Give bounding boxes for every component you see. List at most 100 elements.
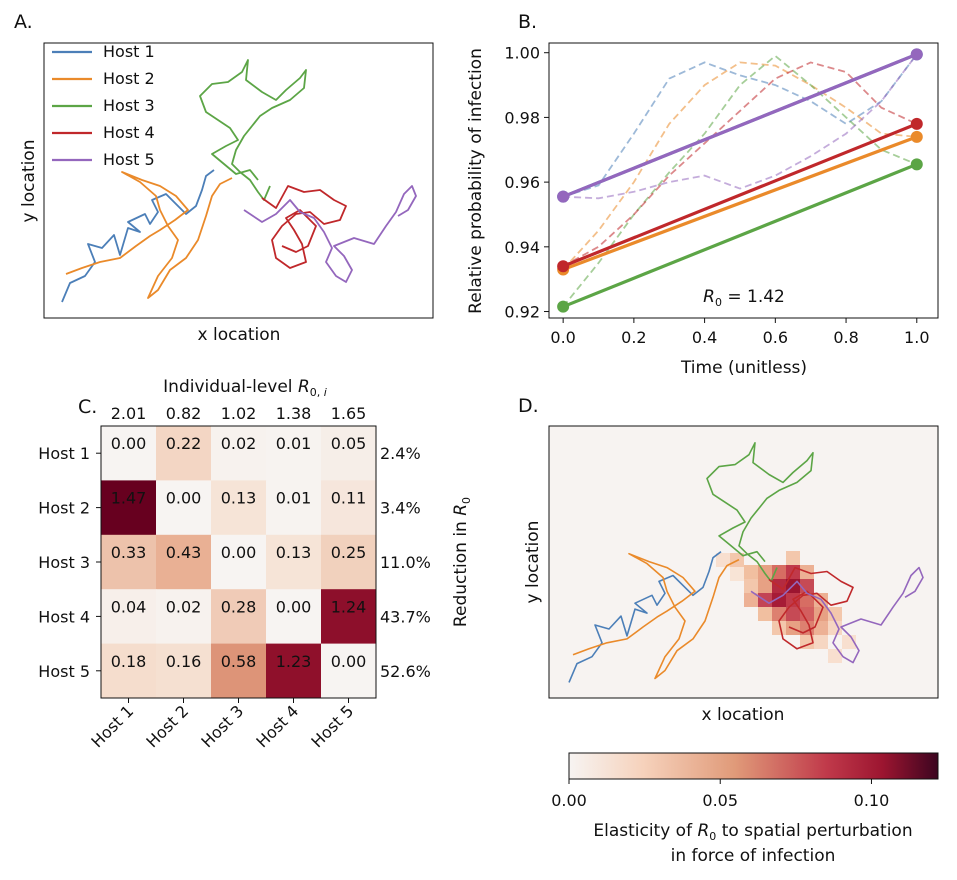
y-tick-label: 0.96 xyxy=(504,173,540,192)
elasticity-cell xyxy=(800,593,814,607)
panel-a-xlabel: x location xyxy=(198,325,281,345)
elasticity-cell xyxy=(744,579,758,593)
dashed-series-3 xyxy=(562,54,918,308)
cell-value: 0.25 xyxy=(331,543,367,562)
dashed-series-4 xyxy=(562,61,918,267)
panel-c-right-label: Reduction in R0 xyxy=(451,497,473,627)
elasticity-cell xyxy=(758,579,772,593)
trajectory-5 xyxy=(243,185,417,283)
row-label: Host 2 xyxy=(38,499,90,518)
trajectory-1 xyxy=(61,169,215,303)
cell-value: 0.05 xyxy=(331,434,367,453)
heatmap-cell xyxy=(156,480,212,536)
panel-b-label: B. xyxy=(518,11,537,33)
panel-c-heatmap: 0.00 0.22 0.02 0.01 0.05 1.47 0.00 0.13 0.01 0.11… xyxy=(101,426,377,699)
cell-value: 0.33 xyxy=(111,543,147,562)
col-total: 2.01 xyxy=(111,404,147,423)
heatmap-cell xyxy=(211,534,267,590)
elasticity-cell xyxy=(772,565,786,579)
elasticity-cell xyxy=(730,567,744,581)
colorbar: 0.00 0.05 0.10 Elasticity of R0 to spatial… xyxy=(551,752,939,866)
col-total: 0.82 xyxy=(166,404,202,423)
cell-value: 0.28 xyxy=(221,597,257,616)
col-total: 1.38 xyxy=(276,404,312,423)
elasticity-cell xyxy=(828,607,842,621)
heatmap-cell xyxy=(266,534,322,590)
cell-value: 0.00 xyxy=(111,434,147,453)
cell-value: 1.47 xyxy=(111,489,147,508)
y-tick-label: 0.94 xyxy=(504,238,540,257)
heatmap-cell xyxy=(211,426,267,481)
elasticity-cell xyxy=(800,635,814,649)
legend-label: Host 2 xyxy=(103,69,155,88)
cell-value: 0.00 xyxy=(166,489,202,508)
elasticity-cell xyxy=(758,607,772,621)
x-tick-label: 0.6 xyxy=(763,328,788,347)
heatmap-cell xyxy=(266,589,322,645)
panel-b-xlabel: Time (unitless) xyxy=(680,358,807,378)
heatmap-cell xyxy=(211,589,267,645)
panel-c: C. Individual-level R0, i 0.00 0.22 0.02 0.… xyxy=(38,377,473,751)
heatmap-cell xyxy=(321,426,377,481)
cell-value: 0.58 xyxy=(221,652,257,671)
heatmap-cell xyxy=(101,426,157,481)
heatmap-cell xyxy=(156,643,212,699)
cell-value: 1.24 xyxy=(331,597,367,616)
heatmap-cell xyxy=(156,589,212,645)
x-tick-label: 0.0 xyxy=(550,328,575,347)
heatmap-cell xyxy=(101,589,157,645)
row-label: Host 5 xyxy=(38,662,90,681)
heatmap-cell xyxy=(156,534,212,590)
panel-a-legend: Host 1 Host 2 Host 3 Host 4 Host 5 xyxy=(52,42,155,169)
trajectory-1 xyxy=(568,551,722,683)
cell-value: 0.18 xyxy=(111,652,147,671)
col-label: Host 1 xyxy=(87,701,137,751)
trajectory-5 xyxy=(750,566,924,664)
solid-series-3 xyxy=(562,162,918,309)
elasticity-cell xyxy=(828,649,842,663)
panel-d: D. x location y location xyxy=(518,395,939,725)
solid-series-2 xyxy=(562,135,918,271)
colorbar-tick-label: 0.05 xyxy=(702,791,738,810)
row-reduction: 43.7% xyxy=(380,607,431,626)
panel-b-annotation: R0 = 1.42 xyxy=(703,287,785,309)
panel-b: B. 0.0 0.2 0.4 0.6 0.8 1.0 0.92 0.94 0.96 0.98 1.0… xyxy=(466,11,939,378)
panel-d-trajectories xyxy=(568,441,924,683)
elasticity-cell xyxy=(800,607,814,621)
colorbar-label-line2: in force of infection xyxy=(671,846,836,866)
heatmap-cell xyxy=(266,643,322,699)
y-tick-label: 0.92 xyxy=(504,303,540,322)
trajectory-4 xyxy=(261,185,347,269)
elasticity-cell xyxy=(772,621,786,635)
panel-a-label: A. xyxy=(14,11,33,33)
heatmap-cell xyxy=(101,534,157,590)
panel-b-ticks: 0.0 0.2 0.4 0.6 0.8 1.0 0.92 0.94 0.96 0.98 1.00 xyxy=(504,44,929,347)
col-label: Host 3 xyxy=(197,701,247,751)
heatmap-cell xyxy=(321,480,377,536)
cell-value: 0.16 xyxy=(166,652,202,671)
solid-series-5 xyxy=(562,52,918,199)
panel-d-elasticity-cells xyxy=(716,551,856,663)
row-reduction: 11.0% xyxy=(380,553,431,572)
solid-series-4 xyxy=(562,122,918,268)
start-point xyxy=(557,190,570,203)
row-reduction: 3.4% xyxy=(380,499,421,518)
cell-value: 0.00 xyxy=(276,597,312,616)
elasticity-cell xyxy=(814,621,828,635)
cell-value: 0.04 xyxy=(111,597,147,616)
x-tick-label: 0.2 xyxy=(621,328,646,347)
cell-value: 0.02 xyxy=(166,597,202,616)
panel-a: A. Host 1 Host 2 Host 3 Host 4 Host 5 x loca… xyxy=(14,11,434,345)
dashed-series-1 xyxy=(562,53,918,198)
row-label: Host 4 xyxy=(38,607,90,626)
col-label: Host 4 xyxy=(252,701,302,751)
x-tick-label: 0.4 xyxy=(692,328,717,347)
end-point xyxy=(910,130,923,143)
end-point xyxy=(910,158,923,171)
heatmap-cell xyxy=(101,643,157,699)
elasticity-cell xyxy=(716,553,730,567)
col-label: Host 2 xyxy=(142,701,192,751)
col-total: 1.02 xyxy=(221,404,257,423)
dashed-series-2 xyxy=(562,61,917,271)
